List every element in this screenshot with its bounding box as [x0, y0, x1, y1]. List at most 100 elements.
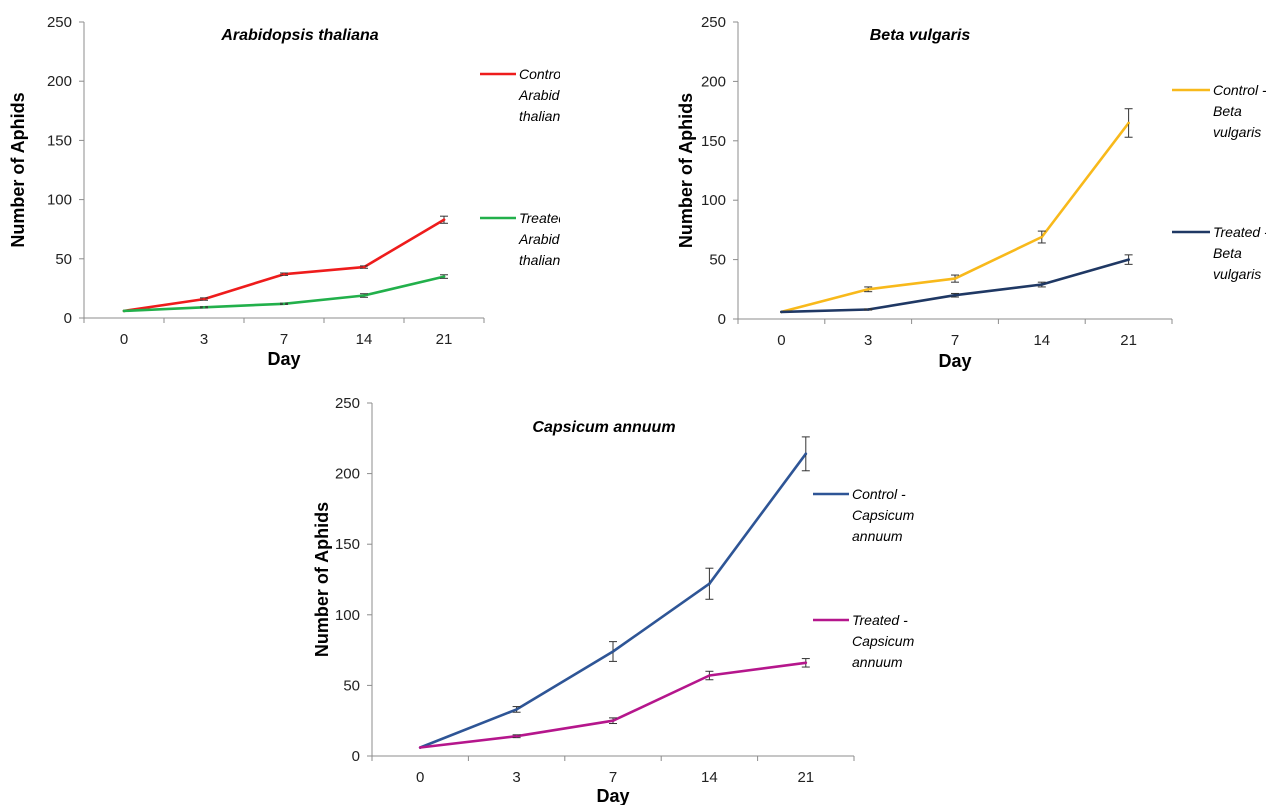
chart-title: Beta vulgaris — [870, 27, 971, 44]
data-point — [515, 734, 518, 738]
series-line — [418, 452, 808, 749]
data-point — [282, 302, 286, 306]
data-point — [804, 452, 808, 456]
chart-title: Arabidopsis thaliana — [220, 27, 378, 44]
y-tick-label: 0 — [718, 311, 726, 328]
data-point — [442, 218, 446, 222]
y-axis-title: Number of Aphids — [312, 502, 332, 657]
data-point — [708, 582, 711, 586]
y-tick-label: 200 — [335, 466, 360, 483]
data-point — [1127, 121, 1130, 125]
chart-arabidopsis-svg: 0 50 100 150 200 250 0 3 7 14 21 Arabidopsis thalia… — [8, 14, 592, 369]
data-point — [611, 719, 615, 722]
data-point — [202, 306, 206, 309]
x-tick-label: 21 — [436, 331, 453, 348]
y-tick-label: 100 — [701, 192, 726, 209]
data-point — [1040, 235, 1044, 239]
series-line — [122, 218, 446, 313]
y-tick-label: 150 — [701, 133, 726, 150]
x-axis-title: Day — [938, 351, 971, 371]
y-axis-title: Number of Aphids — [8, 92, 28, 247]
x-tick-label: 7 — [951, 332, 959, 349]
x-tick-label: 14 — [701, 769, 718, 786]
chart-beta-svg: 0 50 100 150 200 250 0 3 7 14 21 Beta vulgaris Day Nu… — [676, 14, 1266, 371]
y-tick-label: 50 — [709, 252, 726, 269]
legend-label: vulgaris — [1213, 124, 1261, 140]
legend-label: annuum — [852, 528, 903, 544]
x-tick-label: 3 — [864, 332, 872, 349]
legend-label: Control - — [1213, 82, 1266, 98]
data-point — [122, 309, 126, 313]
x-tick-label: 3 — [200, 331, 208, 348]
x-tick-label: 21 — [797, 769, 814, 786]
y-tick-label: 250 — [335, 395, 360, 412]
series-line — [780, 121, 1130, 314]
data-point — [362, 265, 366, 269]
data-point — [866, 308, 870, 311]
x-tick-label: 14 — [356, 331, 373, 348]
legend-label: Capsicum — [852, 633, 915, 649]
data-point — [953, 277, 957, 280]
x-tick-label: 3 — [512, 769, 520, 786]
data-point — [804, 661, 808, 665]
legend-label: Arabidopsis — [518, 231, 560, 247]
x-axis-title: Day — [596, 786, 629, 805]
chart-beta: 0 50 100 150 200 250 0 3 7 14 21 Beta vulgaris Day Nu… — [640, 0, 1266, 385]
y-axis-title: Number of Aphids — [676, 93, 696, 248]
series-line — [122, 275, 446, 313]
x-tick-label: 0 — [777, 332, 785, 349]
x-tick-label: 7 — [280, 331, 288, 348]
x-axis-title: Day — [267, 349, 300, 369]
data-point — [515, 708, 518, 711]
data-point — [611, 650, 615, 653]
legend-label: Beta — [1213, 103, 1242, 119]
x-tick-label: 14 — [1033, 332, 1050, 349]
legend-label: thaliana — [519, 108, 560, 124]
legend-label: thaliana — [519, 252, 560, 268]
series-line — [780, 258, 1130, 314]
data-point — [1040, 283, 1044, 286]
y-tick-label: 150 — [335, 536, 360, 553]
data-point — [442, 275, 446, 278]
legend-label: Treated — [519, 210, 560, 226]
y-tick-label: 200 — [47, 73, 72, 90]
data-point — [953, 293, 957, 297]
y-tick-label: 100 — [47, 192, 72, 209]
series-line — [418, 661, 808, 749]
data-point — [708, 674, 711, 677]
data-point — [1127, 258, 1130, 261]
y-tick-label: 100 — [335, 607, 360, 624]
x-tick-label: 7 — [609, 769, 617, 786]
legend-label: Beta — [1213, 245, 1242, 261]
legend-label: Treated - — [852, 612, 908, 628]
legend-label: Control - — [852, 486, 906, 502]
legend-label: vulgaris — [1213, 266, 1261, 282]
y-tick-label: 200 — [701, 73, 726, 90]
y-tick-label: 250 — [47, 14, 72, 31]
x-tick-label: 0 — [120, 331, 128, 348]
x-tick-label: 0 — [416, 769, 424, 786]
data-point — [866, 288, 870, 291]
y-tick-label: 0 — [352, 748, 360, 765]
chart-capsicum: 0 50 100 150 200 250 0 3 7 14 21 Capsicum annuum Day… — [300, 390, 920, 810]
legend-label: Capsicum — [852, 507, 915, 523]
y-tick-label: 250 — [701, 14, 726, 31]
y-tick-label: 150 — [47, 132, 72, 149]
y-tick-label: 50 — [343, 677, 360, 694]
legend-label: annuum — [852, 654, 903, 670]
chart-arabidopsis: 0 50 100 150 200 250 0 3 7 14 21 Arabidopsis thalia… — [0, 0, 592, 385]
legend-label: Treated - — [1213, 224, 1266, 240]
data-point — [780, 310, 783, 314]
chart-title: Capsicum annuum — [532, 419, 675, 436]
data-point — [362, 294, 366, 297]
legend-label: Control — [519, 66, 560, 82]
legend-label: Arabidopsis — [518, 87, 560, 103]
chart-capsicum-svg: 0 50 100 150 200 250 0 3 7 14 21 Capsicum annuum Day… — [312, 395, 915, 806]
data-point — [202, 297, 206, 301]
data-point — [418, 746, 422, 749]
x-tick-label: 21 — [1120, 332, 1137, 349]
y-tick-label: 50 — [55, 251, 72, 268]
data-point — [282, 272, 286, 276]
y-tick-label: 0 — [64, 310, 72, 327]
